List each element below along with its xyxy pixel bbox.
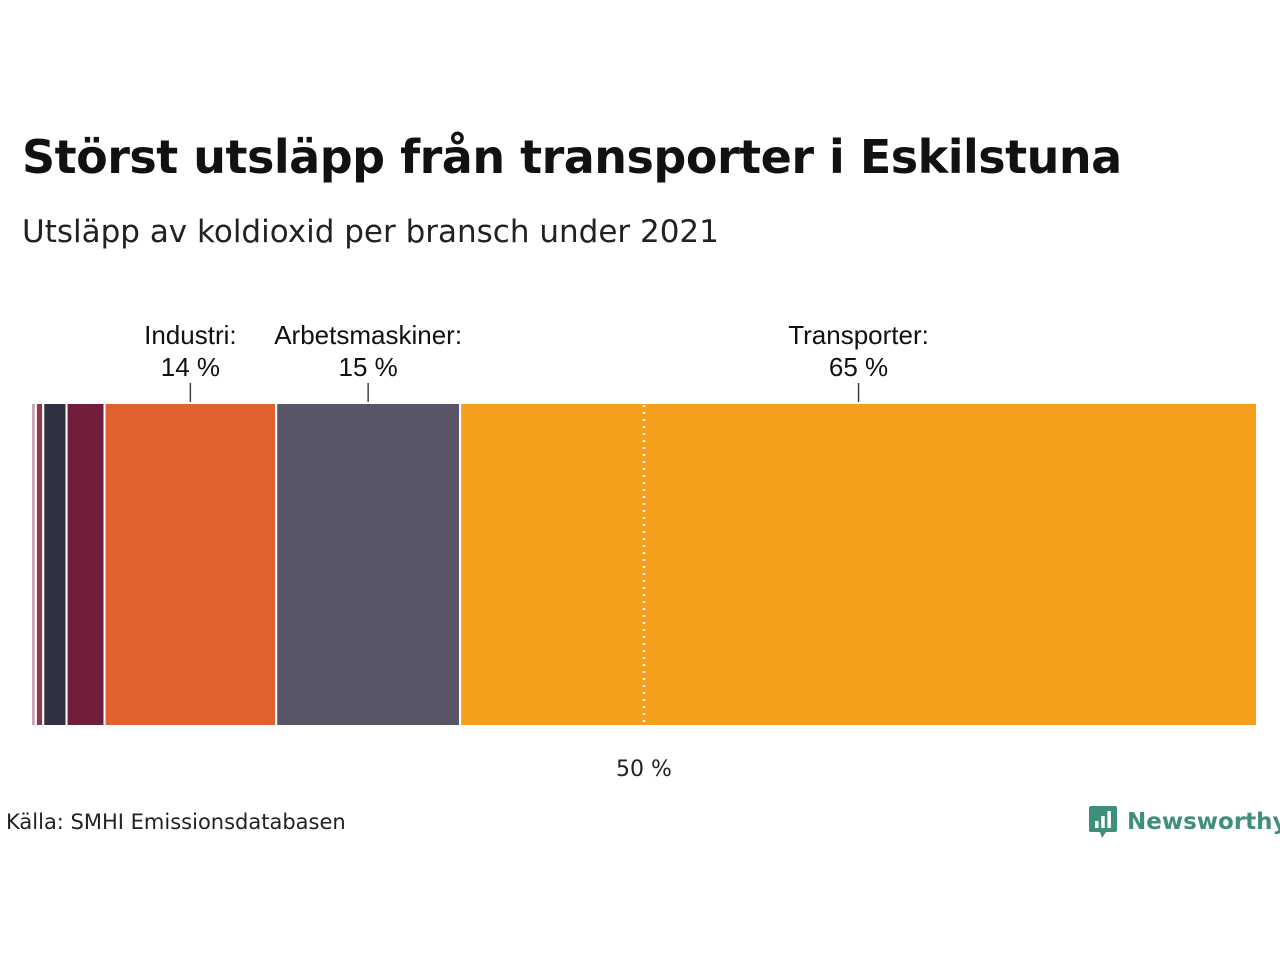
bar-segment-3 bbox=[42, 402, 68, 727]
newsworthy-logo-icon bbox=[1089, 806, 1117, 838]
bar-segment-4 bbox=[65, 402, 106, 727]
segment-name-label: Transporter: bbox=[788, 320, 929, 350]
segment-name-label: Arbetsmaskiner: bbox=[274, 320, 462, 350]
source-note: Källa: SMHI Emissionsdatabasen bbox=[6, 810, 346, 834]
bar-segment-6 bbox=[275, 402, 462, 727]
chart-subtitle: Utsläpp av koldioxid per bransch under 2… bbox=[22, 214, 719, 250]
bar-segment-2 bbox=[34, 402, 45, 727]
segment-value-label: 65 % bbox=[829, 352, 888, 382]
brand-name: Newsworthy bbox=[1127, 809, 1280, 835]
segment-name-label: Industri: bbox=[144, 320, 237, 350]
chart-title: Störst utsläpp från transporter i Eskils… bbox=[22, 130, 1122, 184]
reference-line-label: 50 % bbox=[616, 757, 672, 782]
bar-segment-7 bbox=[459, 402, 1259, 727]
bar-segment-5 bbox=[103, 402, 278, 727]
segment-value-label: 14 % bbox=[161, 352, 220, 382]
brand-logo: Newsworthy bbox=[1088, 804, 1280, 840]
segment-value-label: 15 % bbox=[339, 352, 398, 382]
